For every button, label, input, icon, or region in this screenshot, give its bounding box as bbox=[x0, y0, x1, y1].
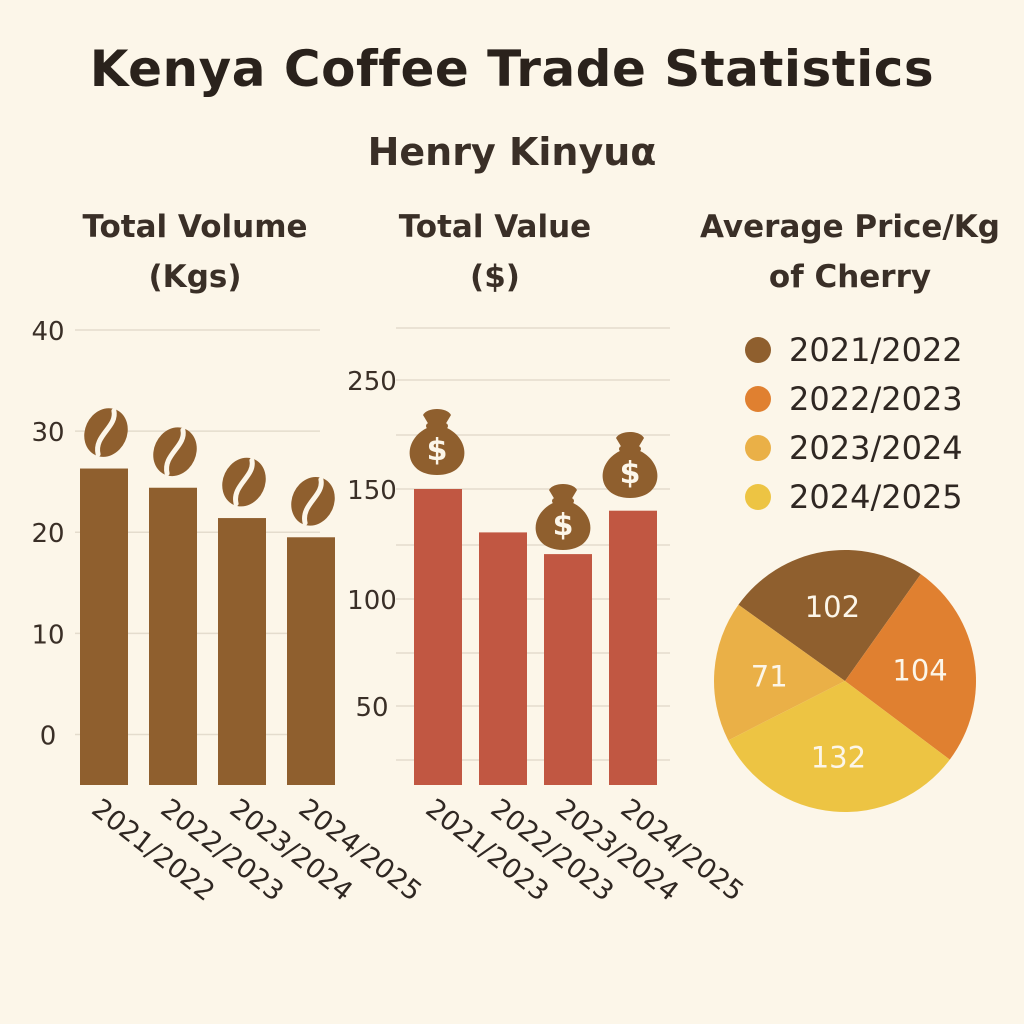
money-bag-icon: $ bbox=[602, 432, 658, 498]
money-symbol: $ bbox=[620, 456, 641, 491]
price-chart-title: Average Price/Kg of Cherry bbox=[700, 202, 1000, 302]
coffee-bean-icon bbox=[153, 427, 197, 477]
bar bbox=[609, 510, 657, 785]
bar bbox=[149, 487, 197, 785]
bar bbox=[414, 489, 462, 785]
coffee-bean-icon bbox=[291, 476, 335, 526]
value-chart: 501001502502021/20232022/20232023/202420… bbox=[347, 327, 749, 908]
y-tick-label: 150 bbox=[347, 476, 397, 506]
bar bbox=[218, 518, 266, 785]
pie-slice-label: 71 bbox=[751, 659, 788, 693]
legend-item: 2024/2025 bbox=[745, 472, 963, 521]
y-tick-label: 50 bbox=[355, 693, 388, 723]
pie-slice-label: 104 bbox=[892, 653, 947, 687]
legend-label: 2023/2024 bbox=[789, 428, 963, 467]
pie-slice bbox=[738, 550, 921, 681]
value-chart-title: Total Value ($) bbox=[360, 202, 630, 302]
y-tick-label: 100 bbox=[347, 586, 397, 616]
pie-legend: 2021/2022 2022/2023 2023/2024 2024/2025 bbox=[745, 325, 963, 521]
pie-slice bbox=[728, 681, 950, 812]
coffee-bean-icon bbox=[84, 408, 128, 457]
y-tick-label: 250 bbox=[347, 367, 397, 397]
price-title-line1: Average Price/Kg bbox=[700, 209, 1000, 245]
pie-slice bbox=[714, 604, 845, 741]
page-title: Kenya Coffee Trade Statistics bbox=[89, 40, 935, 98]
pie-slice-label: 132 bbox=[811, 741, 866, 775]
value-title-line2: ($) bbox=[470, 259, 520, 295]
money-bag-icon: $ bbox=[535, 484, 591, 550]
y-tick-label: 0 bbox=[40, 721, 57, 751]
legend-label: 2022/2023 bbox=[789, 379, 963, 418]
page-subtitle: Henry Kinyuα bbox=[367, 130, 657, 174]
y-tick-label: 40 bbox=[31, 317, 64, 347]
price-pie-chart: 102 104 132 71 bbox=[714, 550, 976, 812]
bar bbox=[544, 554, 592, 785]
y-tick-label: 20 bbox=[31, 519, 64, 549]
legend-swatch bbox=[745, 483, 771, 510]
bar bbox=[479, 532, 527, 785]
legend-item: 2021/2022 bbox=[745, 325, 963, 374]
legend-swatch bbox=[745, 336, 771, 363]
money-symbol: $ bbox=[427, 433, 448, 468]
y-tick-label: 30 bbox=[31, 418, 64, 448]
money-symbol: $ bbox=[553, 508, 574, 543]
legend-label: 2024/2025 bbox=[789, 477, 963, 516]
bar bbox=[287, 537, 335, 785]
volume-title-line2: (Kgs) bbox=[148, 259, 242, 295]
bar bbox=[80, 468, 128, 785]
legend-item: 2023/2024 bbox=[745, 423, 963, 472]
value-title-line1: Total Value bbox=[398, 209, 592, 245]
volume-title-line1: Total Volume bbox=[82, 209, 308, 245]
volume-chart-title: Total Volume (Kgs) bbox=[40, 202, 350, 302]
y-tick-label: 10 bbox=[31, 620, 64, 650]
pie-slice-label: 102 bbox=[805, 590, 860, 624]
legend-swatch bbox=[745, 434, 771, 461]
legend-label: 2021/2022 bbox=[789, 330, 963, 369]
pie-slice bbox=[845, 574, 976, 760]
money-bag-icon: $ bbox=[409, 409, 465, 475]
coffee-bean-icon bbox=[222, 457, 266, 507]
price-title-line2: of Cherry bbox=[768, 259, 932, 295]
legend-swatch bbox=[745, 385, 771, 412]
legend-item: 2022/2023 bbox=[745, 374, 963, 423]
